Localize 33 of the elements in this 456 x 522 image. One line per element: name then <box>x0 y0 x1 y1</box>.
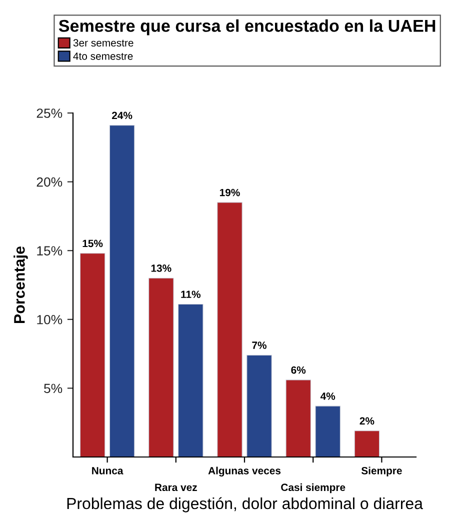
bar <box>315 406 340 457</box>
x-axis-title: Problemas de digestión, dolor abdominal o diarrea <box>67 497 423 512</box>
y-tick-label: 5% <box>44 384 62 394</box>
data-label: 13% <box>151 264 172 272</box>
bar <box>178 304 204 457</box>
data-label: 19% <box>220 188 240 196</box>
y-tick-label: 25% <box>36 108 62 118</box>
bar <box>286 380 311 457</box>
bar <box>217 202 242 457</box>
data-label: 15% <box>82 240 103 248</box>
data-label: 6% <box>291 366 306 374</box>
bar <box>354 430 380 457</box>
y-tick-label: 20% <box>36 177 62 187</box>
bar <box>109 125 135 457</box>
legend-title: Semestre que cursa el encuestado en la UAEH <box>58 19 436 36</box>
data-label: 11% <box>181 290 201 298</box>
bar <box>148 278 174 457</box>
data-label: 7% <box>252 342 266 349</box>
y-tick-label: 10% <box>37 314 62 324</box>
data-label: 2% <box>360 417 374 425</box>
bar <box>246 354 272 457</box>
y-tick-label: 15% <box>37 246 62 256</box>
x-tick-label: Rara vez <box>155 484 197 492</box>
data-label: 24% <box>112 112 132 120</box>
x-tick-label: Siempre <box>361 466 402 476</box>
y-axis-title: Porcentaje <box>14 246 28 324</box>
bar <box>80 253 106 457</box>
x-tick-label: Algunas veces <box>208 466 281 476</box>
data-label: 4% <box>320 392 336 400</box>
x-tick-label: Casi siempre <box>281 483 346 494</box>
legend-label: 3er semestre <box>73 39 134 47</box>
x-tick-label: Nunca <box>92 467 124 474</box>
legend-label: 4to semestre <box>73 52 133 60</box>
